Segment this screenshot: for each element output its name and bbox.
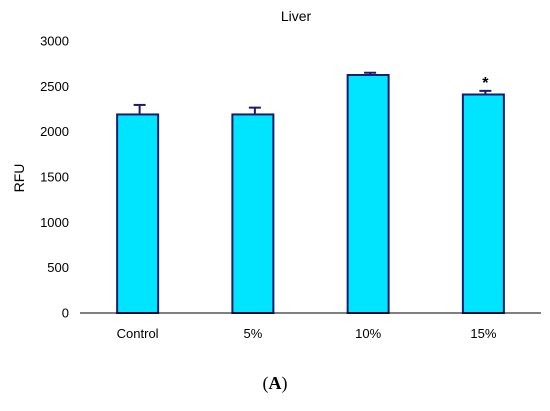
- chart-title: Liver: [281, 8, 312, 24]
- y-tick-label-3: 1500: [40, 170, 69, 185]
- y-tick-label-0: 0: [62, 306, 69, 321]
- y-tick-label-4: 2000: [40, 124, 69, 139]
- y-tick-label-2: 1000: [40, 215, 69, 230]
- x-tick-label-3: 15%: [470, 326, 496, 341]
- y-axis-title: RFU: [11, 164, 27, 193]
- bar-0: [116, 113, 160, 314]
- y-tick-label-5: 2500: [40, 79, 69, 94]
- bars-group: *: [116, 71, 505, 314]
- bar-2: [346, 74, 390, 314]
- y-tick-label-6: 3000: [40, 34, 69, 49]
- x-axis-ticks: Control 5% 10% 15%: [117, 326, 497, 341]
- bar-3: [461, 93, 505, 314]
- panel-label: (A): [263, 373, 288, 394]
- x-tick-label-2: 10%: [355, 326, 381, 341]
- bar-1: [231, 113, 275, 314]
- significance-mark-3: *: [482, 75, 489, 92]
- x-tick-label-1: 5%: [243, 326, 262, 341]
- y-tick-label-1: 500: [47, 260, 69, 275]
- y-axis-ticks: 0 500 1000 1500 2000 2500 3000: [40, 34, 69, 321]
- x-tick-label-0: Control: [117, 326, 159, 341]
